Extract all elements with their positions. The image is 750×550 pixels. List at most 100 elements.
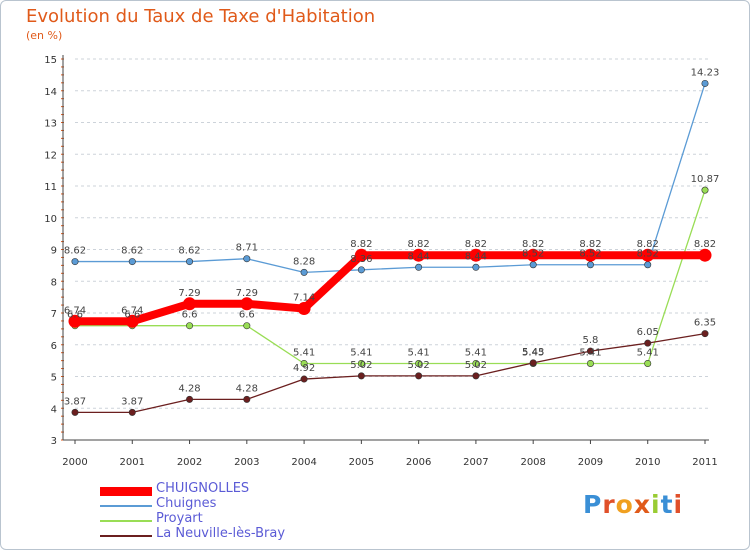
data-point — [240, 297, 254, 311]
data-label: 6.6 — [239, 310, 255, 321]
data-label: 8.71 — [236, 243, 258, 254]
y-tick-label: 12 — [44, 150, 57, 161]
y-tick-label: 8 — [51, 277, 57, 288]
data-point — [357, 359, 365, 367]
x-tick-label: 2006 — [406, 457, 431, 468]
data-point — [641, 248, 655, 262]
line-chart: 3 4 5 6 7 8 9 10 11 12 13 14 15 2000 2001 2002 2003 2004 2… — [44, 55, 720, 468]
data-label: 8.44 — [408, 251, 430, 262]
legend-swatch — [100, 520, 152, 522]
y-tick-label: 15 — [44, 55, 57, 66]
legend-label: CHUIGNOLLES — [156, 481, 250, 496]
x-tick-label: 2007 — [463, 457, 488, 468]
data-label: 5.02 — [350, 360, 372, 371]
data-label: 4.28 — [178, 383, 200, 394]
data-point — [300, 375, 308, 383]
data-point — [71, 408, 79, 416]
data-label: 8.52 — [637, 249, 659, 260]
data-label: 5.41 — [293, 347, 315, 358]
data-point — [128, 408, 136, 416]
data-label: 7.29 — [236, 288, 258, 299]
data-label: 8.62 — [121, 246, 143, 257]
data-label: 8.82 — [522, 239, 544, 250]
data-point — [469, 248, 483, 262]
legend-swatch — [100, 535, 152, 537]
data-label: 8.82 — [579, 239, 601, 250]
data-point — [243, 255, 251, 263]
data-point — [472, 263, 480, 271]
data-label: 8.62 — [178, 246, 200, 257]
data-label: 10.87 — [691, 174, 720, 185]
data-point — [586, 261, 594, 269]
y-tick-label: 14 — [44, 87, 57, 98]
data-label: 8.82 — [350, 239, 372, 250]
x-tick-label: 2008 — [520, 457, 545, 468]
data-label: 5.41 — [408, 347, 430, 358]
data-point — [300, 268, 308, 276]
data-label: 8.82 — [694, 239, 716, 250]
chart-subtitle: (en %) — [26, 29, 63, 42]
x-tick-label: 2001 — [120, 457, 145, 468]
x-tick-label: 2000 — [62, 457, 87, 468]
data-label: 5.41 — [579, 347, 601, 358]
data-point — [357, 266, 365, 274]
legend-swatch — [100, 486, 152, 496]
data-point — [701, 330, 709, 338]
x-tick-label: 2011 — [692, 457, 717, 468]
x-tick-label: 2010 — [635, 457, 660, 468]
data-label: 8.44 — [465, 251, 487, 262]
data-point — [128, 258, 136, 266]
data-label: 5.41 — [465, 347, 487, 358]
data-point — [68, 314, 82, 328]
data-point — [297, 302, 311, 316]
data-label: 4.28 — [236, 383, 258, 394]
data-label: 6.6 — [182, 310, 198, 321]
data-point — [415, 263, 423, 271]
data-label: 4.92 — [293, 363, 315, 374]
series-line — [75, 189, 706, 365]
data-label: 5.02 — [465, 360, 487, 371]
x-tick-label: 2003 — [234, 457, 259, 468]
data-point — [698, 248, 712, 262]
series-line — [75, 83, 706, 274]
y-tick-label: 13 — [44, 119, 57, 130]
data-label: 3.87 — [64, 396, 86, 407]
data-label: 6.6 — [124, 310, 140, 321]
data-label: 6.35 — [694, 318, 716, 329]
x-tick-label: 2004 — [291, 457, 316, 468]
y-tick-label: 6 — [51, 341, 57, 352]
x-tick-label: 2009 — [578, 457, 603, 468]
data-label: 14.23 — [691, 67, 720, 78]
data-point — [243, 322, 251, 330]
y-tick-label: 10 — [44, 214, 57, 225]
data-point — [71, 258, 79, 266]
legend-swatch — [100, 505, 152, 507]
data-label: 8.82 — [637, 239, 659, 250]
data-point — [583, 248, 597, 262]
y-tick-label: 4 — [51, 404, 57, 415]
data-point — [586, 347, 594, 355]
data-point — [354, 248, 368, 262]
series-line — [75, 251, 705, 326]
data-label: 5.8 — [583, 335, 599, 346]
data-label: 8.28 — [293, 256, 315, 267]
data-label: 6.74 — [121, 305, 143, 316]
data-point — [586, 359, 594, 367]
data-point — [472, 372, 480, 380]
data-label: 8.52 — [579, 249, 601, 260]
data-point — [701, 186, 709, 194]
data-point — [243, 395, 251, 403]
data-point — [125, 314, 139, 328]
data-point — [186, 395, 194, 403]
data-point — [529, 359, 537, 367]
data-point — [472, 359, 480, 367]
legend-label: La Neuville-lès-Bray — [156, 526, 286, 541]
data-point — [183, 297, 197, 311]
data-point — [526, 248, 540, 262]
data-point — [186, 258, 194, 266]
data-label: 6.05 — [637, 327, 659, 338]
data-point — [644, 359, 652, 367]
legend-label: Proyart — [156, 511, 203, 526]
data-label: 6.74 — [64, 305, 86, 316]
